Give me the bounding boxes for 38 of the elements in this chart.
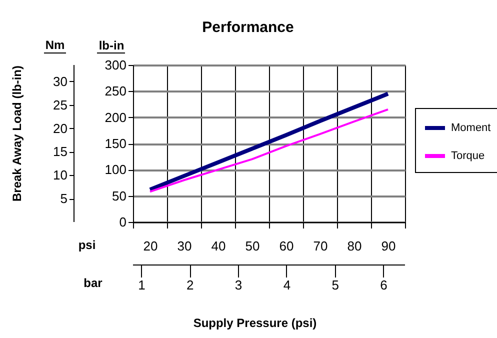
text: Break Away Load (lb-in) bbox=[10, 65, 24, 202]
y2-tick-label: 30 bbox=[53, 74, 68, 89]
x2-tick-label: 4 bbox=[283, 278, 291, 292]
legend-label: Moment bbox=[451, 122, 491, 134]
y-tick-label: 250 bbox=[104, 84, 126, 99]
y2-tick-label: 5 bbox=[60, 191, 68, 206]
x2-tick-label: 5 bbox=[332, 278, 339, 292]
y-tick-label: 200 bbox=[104, 110, 126, 125]
x-tick-label: 40 bbox=[211, 238, 226, 254]
y2-tick-label: 25 bbox=[53, 97, 68, 112]
text: psi bbox=[78, 238, 96, 252]
legend-label: Torque bbox=[451, 150, 485, 162]
x-tick-label: 50 bbox=[245, 238, 260, 254]
x-tick-label: 70 bbox=[313, 238, 328, 254]
chart-title: Performance bbox=[202, 19, 294, 36]
x2-tick-label: 3 bbox=[234, 278, 242, 292]
y-tick-label: 50 bbox=[112, 188, 126, 204]
x-tick-label: 90 bbox=[381, 238, 396, 254]
y2-tick-label: 20 bbox=[53, 120, 68, 136]
x2-tick-label: 1 bbox=[138, 278, 146, 292]
x-tick-label: 20 bbox=[143, 238, 158, 254]
x2-tick-label: 6 bbox=[380, 278, 388, 292]
x-axis-title: Supply Pressure (psi) bbox=[193, 316, 317, 330]
x-tick-label: 80 bbox=[347, 238, 362, 254]
y-tick-label: 150 bbox=[104, 136, 126, 151]
y-tick-label: 100 bbox=[104, 162, 126, 178]
x2-tick-label: 2 bbox=[186, 278, 194, 292]
x2-axis-title: bar bbox=[84, 276, 103, 290]
x-tick-label: 30 bbox=[177, 238, 192, 254]
y-tick-label: 300 bbox=[104, 58, 126, 72]
line-series bbox=[148, 92, 390, 192]
y2-tick-label: 10 bbox=[53, 168, 68, 183]
line-series bbox=[149, 108, 389, 193]
y-tick-label: 0 bbox=[119, 214, 126, 230]
y2-tick-label: 15 bbox=[53, 144, 68, 160]
x-tick-label: 60 bbox=[279, 238, 294, 254]
y2-axis-title: Nm bbox=[45, 38, 65, 52]
y-axis-title: lb-in bbox=[98, 38, 124, 52]
